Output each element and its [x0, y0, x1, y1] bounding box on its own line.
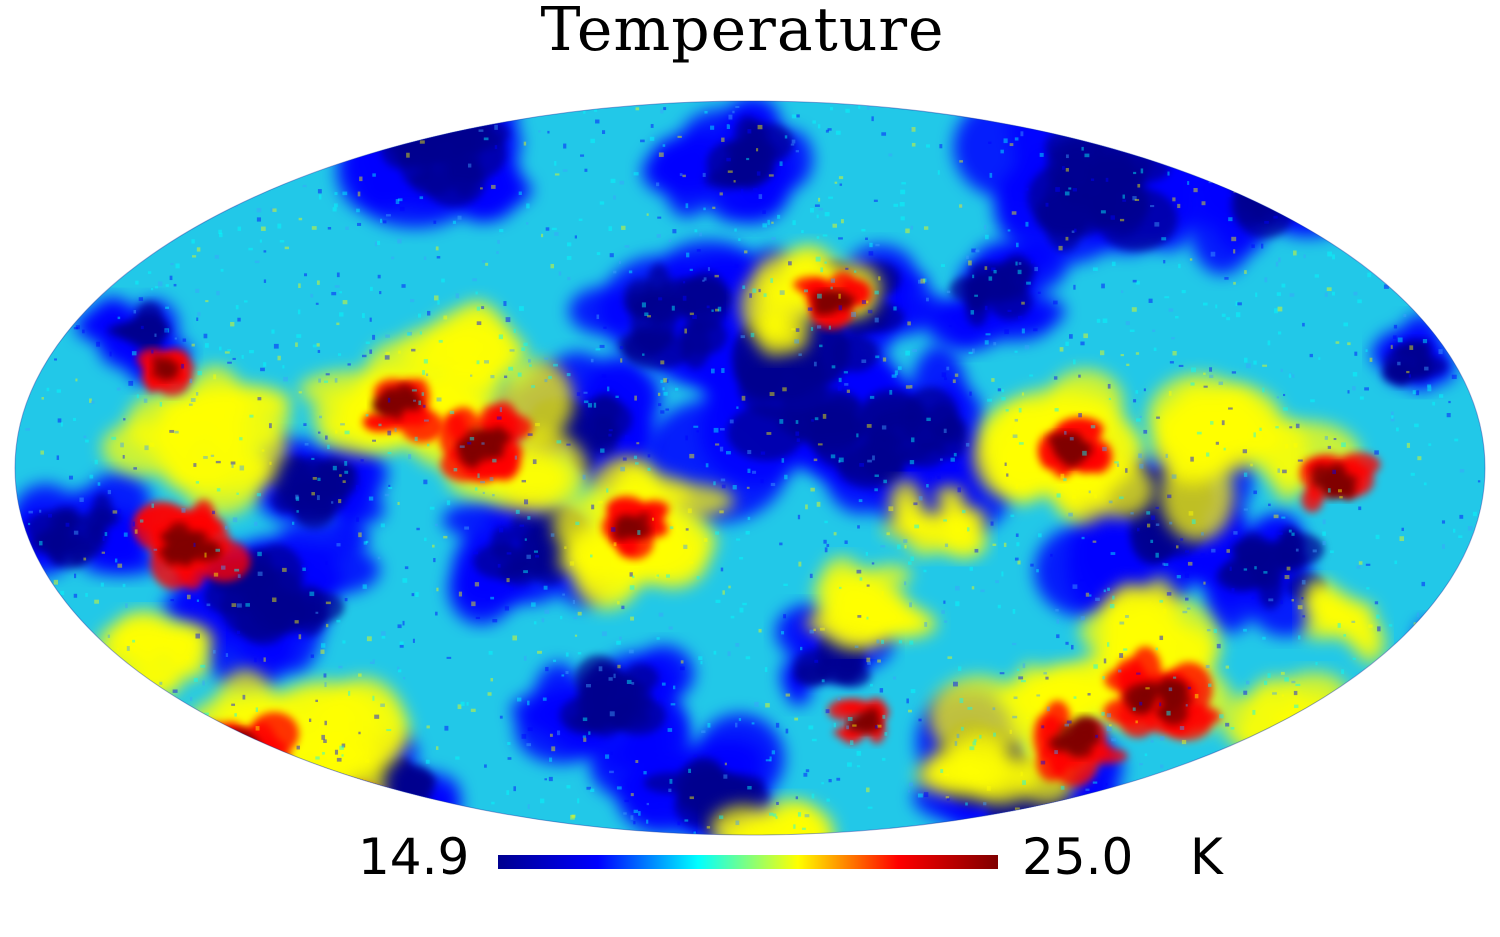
colorbar: 14.9 25.0 K: [0, 830, 1500, 900]
mollweide-map: [14, 100, 1486, 836]
sky-map: [14, 100, 1486, 836]
colorbar-min-label: 14.9: [358, 828, 470, 886]
map-outline: [14, 100, 1486, 836]
colorbar-max-label: 25.0: [1022, 828, 1134, 886]
map-field: [15, 101, 1485, 835]
map-title: Temperature: [540, 0, 945, 65]
colorbar-unit-label: K: [1190, 828, 1223, 886]
colorbar-gradient: [498, 855, 998, 869]
